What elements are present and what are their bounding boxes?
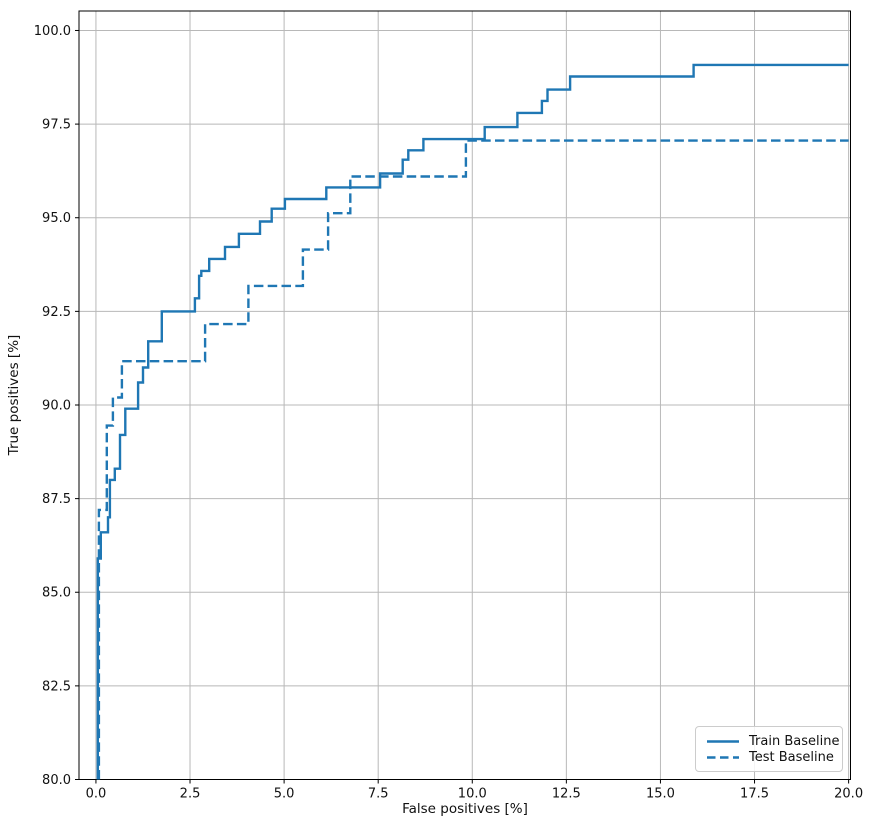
x-tick-label: 20.0	[834, 787, 863, 802]
plot-border	[78, 10, 851, 780]
train-line-sample	[707, 739, 739, 743]
y-tick-label: 85.0	[42, 586, 71, 601]
train-baseline-line	[96, 63, 849, 780]
x-tick-label: 17.5	[740, 787, 769, 802]
y-tick-label: 92.5	[42, 305, 71, 320]
y-tick-label: 80.0	[42, 773, 71, 788]
test-line-sample	[707, 755, 739, 759]
y-tick-label: 100.0	[34, 24, 71, 39]
x-tick-label: 7.5	[368, 787, 389, 802]
x-axis-label: False positives [%]	[402, 801, 528, 817]
legend-item-train: Train Baseline	[706, 733, 839, 749]
x-tick-label: 0.0	[86, 787, 107, 802]
y-tick-label: 82.5	[42, 679, 71, 694]
y-tick-label: 95.0	[42, 211, 71, 226]
y-tick-label: 90.0	[42, 398, 71, 413]
x-tick-label: 12.5	[552, 787, 581, 802]
y-axis-label: True positives [%]	[6, 334, 22, 456]
x-tick-label: 15.0	[646, 787, 675, 802]
legend: Train Baseline Test Baseline	[695, 726, 843, 772]
x-tick-label: 10.0	[458, 787, 487, 802]
x-tick-label: 5.0	[274, 787, 295, 802]
legend-label-test: Test Baseline	[749, 749, 834, 765]
legend-item-test: Test Baseline	[706, 749, 834, 765]
y-tick-label: 87.5	[42, 492, 71, 507]
test-baseline-line	[97, 139, 849, 780]
y-tick-label: 97.5	[42, 118, 71, 133]
legend-label-train: Train Baseline	[749, 733, 840, 749]
x-tick-label: 2.5	[180, 787, 201, 802]
